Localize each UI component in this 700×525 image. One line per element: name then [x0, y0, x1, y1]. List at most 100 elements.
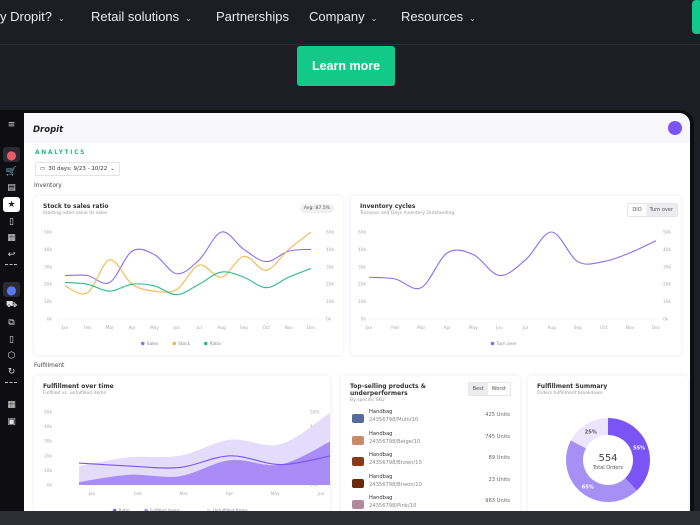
y-tick-label: 0k	[47, 483, 53, 489]
x-tick-label: Oct	[600, 325, 608, 331]
product-sku: 24356798/Brown/10	[369, 460, 422, 466]
legend-marker	[172, 341, 177, 346]
x-tick-label: Mar	[106, 325, 114, 331]
x-tick-label: Apr	[226, 491, 234, 497]
best-worst-toggle: Best Worst	[467, 382, 511, 396]
device-icon[interactable]: ▯	[9, 334, 14, 345]
card-title: Top-selling products & underperformers	[350, 383, 426, 397]
product-units: 89 Units	[488, 455, 510, 461]
date-range-select[interactable]: ▭ 30 days: 9/23 - 10/22 ⌄	[35, 162, 120, 176]
product-row[interactable]: Handbag 24356798/Pink/10 963 Units	[350, 495, 510, 511]
app-header: Dropit	[24, 113, 690, 143]
nav-item[interactable]: Resources ⌄	[401, 9, 476, 24]
network-icon[interactable]: ⧉	[8, 317, 15, 328]
legend-marker	[490, 341, 495, 346]
circle-icon[interactable]: ●	[3, 282, 20, 297]
products-icon[interactable]: ▤	[7, 182, 16, 193]
avatar[interactable]	[668, 121, 682, 135]
return-icon[interactable]: ↩	[7, 249, 16, 260]
y-tick-label: 10k	[358, 299, 366, 305]
nav-item[interactable]: y Dropit? ⌄	[0, 9, 65, 24]
nav-item[interactable]: Company ⌄	[309, 9, 377, 24]
nav-item[interactable]: Partnerships	[216, 9, 289, 24]
x-tick-label: Jan	[365, 325, 373, 331]
inventory-cycles-card: Inventory cycles Turnover and Days Inven…	[351, 196, 681, 355]
slice-label: 65%	[582, 485, 594, 491]
store-icon[interactable]: ▦	[7, 399, 16, 410]
y-tick-label: 40k	[44, 424, 52, 430]
x-tick-label: Aug	[547, 325, 556, 331]
card-title: Stock to sales ratio	[43, 203, 109, 210]
y-tick-label: 40k	[358, 247, 366, 253]
y-tick-label: 20k	[44, 453, 52, 459]
truck-icon[interactable]: ⛟	[5, 300, 18, 310]
avg-badge: Avg: 87.5%	[299, 204, 334, 213]
dashboard-screen: Dropit ANALYTICS ▭ 30 days: 9/23 - 10/22 ⌄…	[24, 113, 690, 511]
section-title: ANALYTICS	[35, 149, 87, 156]
nav-item[interactable]: Retail solutions ⌄	[91, 9, 192, 24]
chevron-down-icon: ⌄	[469, 14, 476, 23]
y2-tick-label: 0%	[310, 483, 317, 489]
stock-sales-chart: 0k 0k 10k 10k 20k 20k 30k 30k 40k 40k 50k 50k Jan Feb…	[44, 230, 334, 348]
product-row[interactable]: Handbag 24356798/Multi/10 425 Units	[350, 409, 510, 429]
y-tick-label: 50k	[44, 410, 52, 416]
menu-icon[interactable]: ≡	[7, 119, 16, 130]
x-tick-label: Aug	[217, 325, 226, 331]
product-thumbnail	[352, 435, 364, 445]
y2-tick-label: 0k	[663, 317, 669, 323]
dropit-logo: Dropit	[33, 125, 64, 135]
x-tick-label: Dec	[652, 325, 661, 331]
y-tick-label: 50k	[44, 230, 52, 236]
warehouse-icon[interactable]: ▣	[7, 416, 16, 427]
box-icon[interactable]: ⬡	[7, 350, 16, 361]
product-thumbnail	[352, 500, 364, 509]
fulfillment-heading: Fulfillment	[34, 363, 65, 369]
y-tick-label: 20k	[358, 282, 366, 288]
y2-tick-label: 50k	[326, 230, 334, 236]
x-tick-label: Nov	[626, 325, 635, 331]
product-thumbnail	[352, 478, 364, 488]
donut-slice-fulfilled	[608, 418, 650, 491]
y2-tick-label: 40k	[326, 247, 334, 253]
card-title: Fulfillment Summary	[537, 383, 608, 390]
learn-more-button[interactable]: Learn more	[297, 46, 395, 86]
product-row[interactable]: Handbag 24356798/Brwon/10 23 Units	[350, 474, 510, 494]
y2-tick-label: 10k	[663, 299, 671, 305]
inventory-cycles-chart: 0k 0k 10k 10k 20k 20k 30k 30k 40k 40k 50k 50k Jan Feb…	[358, 230, 671, 348]
top-selling-card: Top-selling products & underperformers B…	[341, 376, 520, 511]
refresh-icon[interactable]: ↻	[7, 366, 16, 377]
slice-label: 25%	[585, 429, 597, 435]
nav-item-label: Partnerships	[216, 9, 289, 24]
x-tick-label: Jun	[172, 325, 180, 331]
series-line-ratio	[78, 455, 330, 469]
card-subtitle: Turnover and Days Inventory Outstanding	[360, 211, 455, 216]
toggle-turnover[interactable]: Turn over	[645, 204, 677, 216]
x-tick-label: Mar	[180, 491, 188, 497]
cart-icon[interactable]: 🛒	[5, 166, 18, 177]
product-row[interactable]: Handbag 24356798/Brown/10 89 Units	[350, 452, 510, 472]
chevron-down-icon: ⌄	[185, 14, 192, 23]
stock-sales-card: Stock to sales ratio Starting retail val…	[34, 196, 343, 355]
donut-slice-unfulfilled	[566, 440, 637, 502]
product-name: Handbag	[369, 430, 393, 437]
donut-slice-partial	[570, 418, 608, 449]
date-range-value: 30 days: 9/23 - 10/22	[48, 166, 108, 172]
x-tick-label: Sep	[240, 325, 248, 331]
store-icon[interactable]: ▦	[7, 232, 16, 243]
record-icon[interactable]: ●	[3, 147, 20, 162]
product-row[interactable]: Handbag 24356798/Beige/10 745 Units	[350, 431, 510, 451]
series-line-ratio	[64, 268, 312, 296]
document-icon[interactable]: ▯	[9, 216, 14, 227]
legend-label: Unfulfilled Items	[213, 508, 249, 511]
chevron-down-icon: ⌄	[370, 14, 378, 23]
signup-button-partial[interactable]	[692, 0, 700, 34]
star-icon[interactable]: ★	[3, 197, 20, 212]
fulfillment-time-card: Fulfillment over time Fulfilled vs. unfu…	[34, 376, 330, 511]
toggle-worst[interactable]: Worst	[491, 386, 506, 392]
app-sidebar: ≡ ● 🛒 ▤ ★ ▯ ▦ ↩ ● ⛟ ⧉ ▯ ⬡ ↻ ▦ ▣	[0, 112, 22, 510]
product-name: Handbag	[369, 495, 393, 501]
toggle-best[interactable]: Best	[468, 383, 488, 395]
fulfillment-summary-card: Fulfillment Summary Orders fulfillment b…	[528, 376, 688, 511]
toggle-dio[interactable]: DIO	[632, 207, 642, 213]
